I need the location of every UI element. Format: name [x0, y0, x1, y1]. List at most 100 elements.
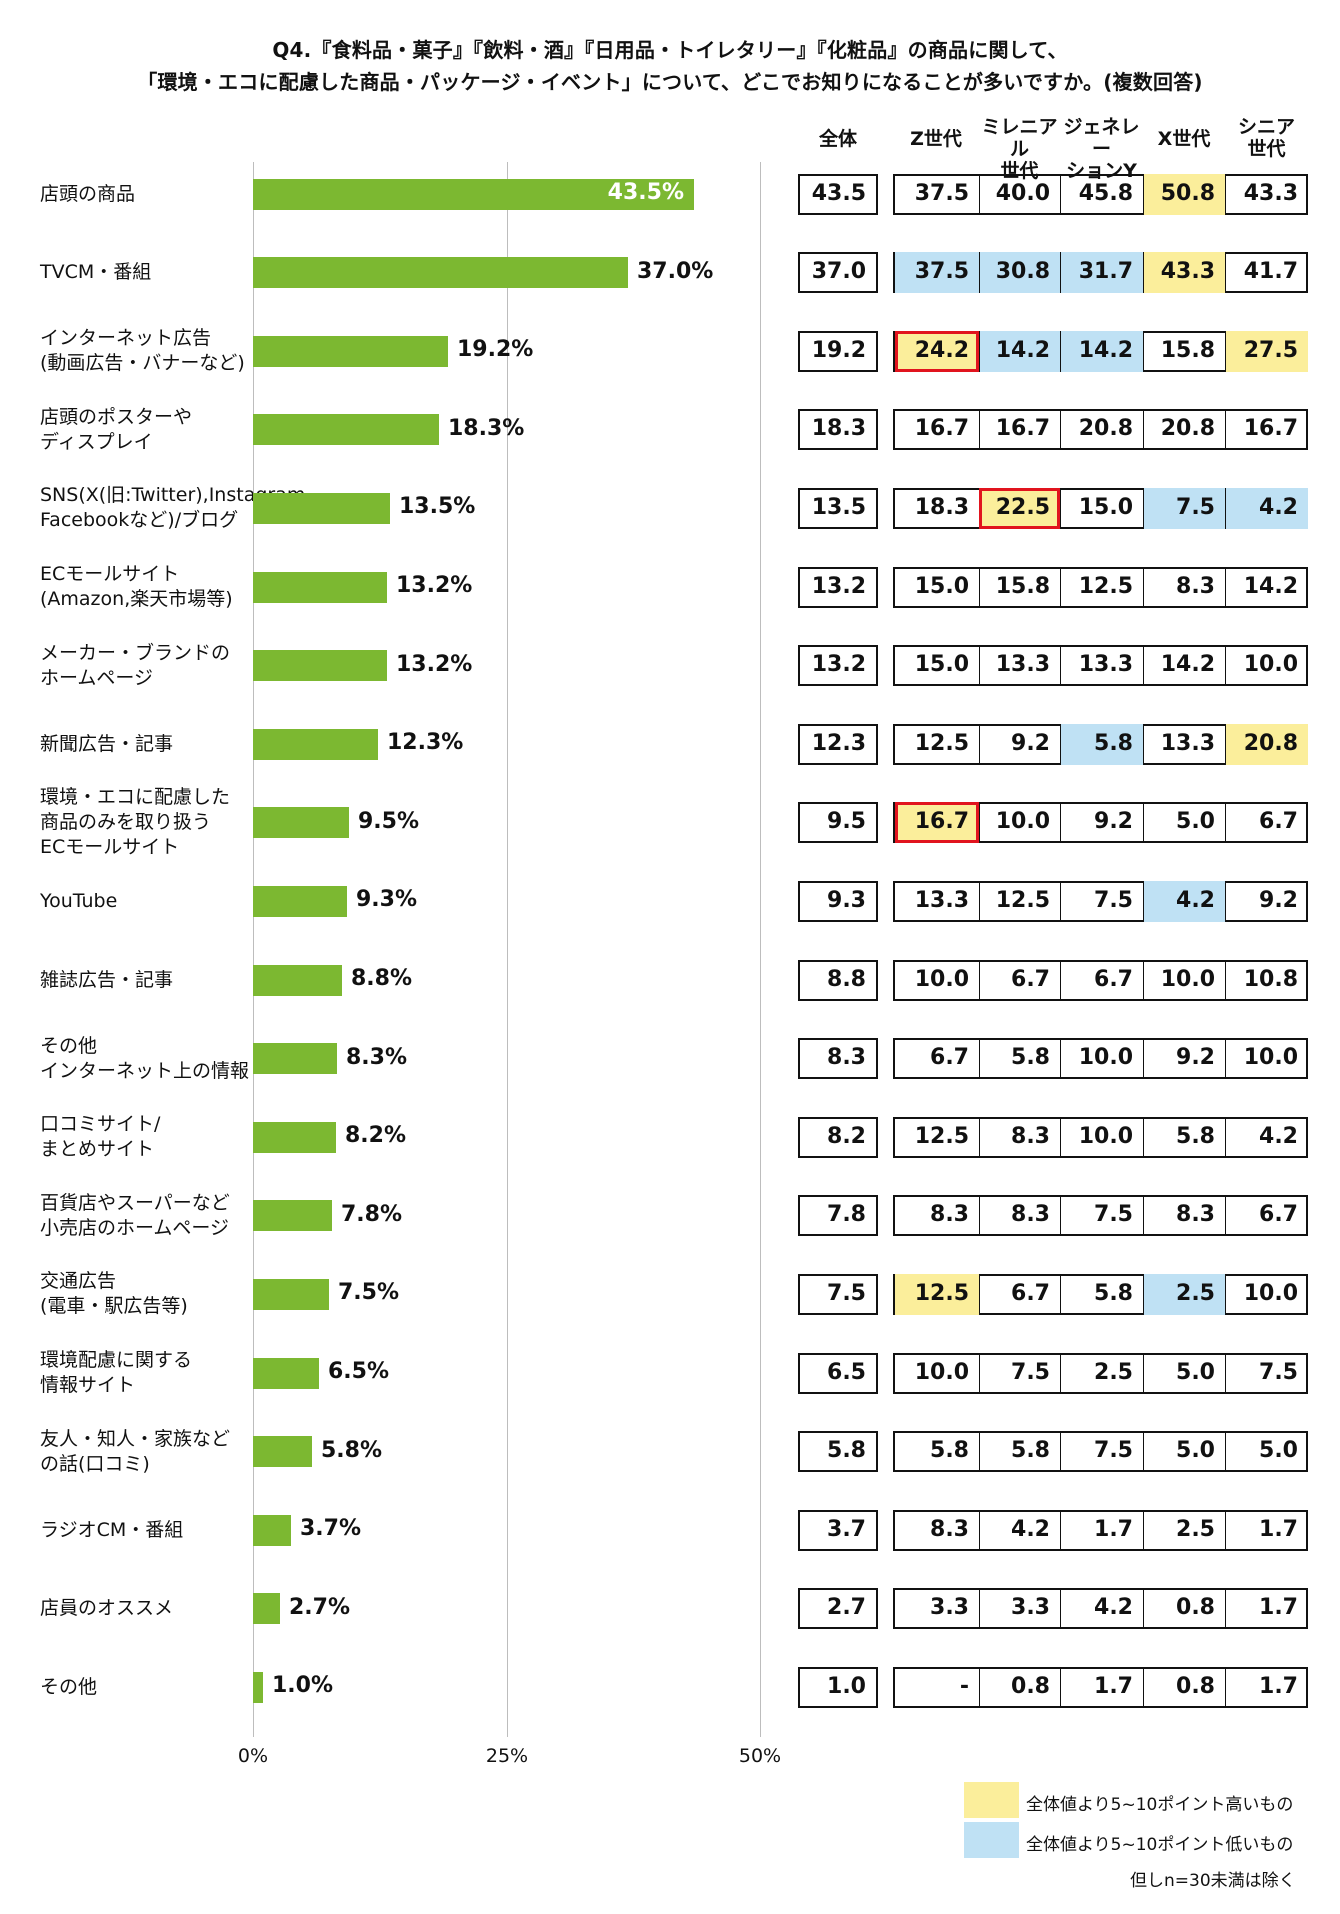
generation-cell: 1.7 — [1225, 1667, 1308, 1708]
generation-cell: 24.2 — [895, 331, 979, 372]
generation-cell: 3.3 — [930, 1595, 969, 1620]
generation-cell: 40.0 — [979, 174, 1060, 215]
bar-value-label: 6.5% — [328, 1359, 390, 1384]
generation-cell: 18.3 — [914, 495, 969, 520]
category-label: メーカー・ブランドの ホームページ — [40, 642, 231, 689]
total-cell-box: 19.2 — [798, 331, 878, 372]
generation-row: 6.7 5.8 10.0 9.2 10.0 — [893, 1038, 1308, 1079]
bar-value-label: 1.0% — [272, 1673, 334, 1698]
bar — [253, 1358, 319, 1389]
generation-cell: 10.0 — [1225, 1038, 1308, 1079]
total-cell-box: 18.3 — [798, 409, 878, 450]
generation-cell: 12.5 — [979, 881, 1060, 922]
bar — [253, 1122, 336, 1153]
generation-cell: 16.7 — [914, 416, 969, 441]
bar-value-label: 18.3% — [448, 416, 525, 441]
bar-value-label: 8.2% — [345, 1123, 407, 1148]
generation-row: 8.3 8.3 7.5 8.3 6.7 — [893, 1195, 1308, 1236]
generation-cell: 7.5 — [1060, 1431, 1143, 1472]
total-cell-box: 9.3 — [798, 881, 878, 922]
generation-cell: 31.7 — [1060, 252, 1143, 293]
bar — [253, 886, 347, 917]
x-tick-label: 25% — [485, 1745, 529, 1767]
generation-cell: 4.2 — [1225, 1117, 1308, 1158]
generation-cell: 13.3 — [1143, 724, 1225, 765]
legend-low-swatch — [964, 1822, 1019, 1858]
generation-row: 10.0 7.5 2.5 5.0 7.5 — [893, 1353, 1308, 1394]
generation-row: 13.3 12.5 7.5 4.2 9.2 — [893, 881, 1308, 922]
generation-cell: 7.5 — [1143, 488, 1225, 529]
total-cell-value: 13.2 — [811, 574, 866, 599]
generation-cell: 10.0 — [1060, 1117, 1143, 1158]
total-cell-value: 37.0 — [811, 259, 866, 284]
generation-cell: 4.2 — [1143, 881, 1225, 922]
total-cell-box: 5.8 — [798, 1431, 878, 1472]
column-header-generation: ジェネレー ションY — [1063, 116, 1140, 182]
generation-cell: 16.7 — [895, 802, 979, 843]
bar — [253, 1672, 263, 1703]
generation-cell: 5.8 — [1143, 1117, 1225, 1158]
bar — [253, 572, 387, 603]
bar-value-label: 13.2% — [396, 652, 473, 677]
total-cell-box: 9.5 — [798, 802, 878, 843]
generation-row: 12.5 9.2 5.8 13.3 20.8 — [893, 724, 1308, 765]
generation-cell: 5.0 — [1143, 1431, 1225, 1472]
bar-value-label: 8.3% — [346, 1045, 408, 1070]
generation-cell: 15.0 — [914, 574, 969, 599]
generation-cell: 12.5 — [914, 1124, 969, 1149]
column-header-generation: Z世代 — [910, 128, 962, 150]
bar-value-label: 2.7% — [289, 1595, 351, 1620]
generation-cell: 6.7 — [979, 1274, 1060, 1315]
category-label: 環境・エコに配慮した 商品のみを取り扱う ECモールサイト — [40, 786, 231, 858]
legend-high-label: 全体値より5~10ポイント高いもの — [1026, 1795, 1294, 1815]
generation-cell: 10.0 — [1225, 645, 1308, 686]
generation-cell: 1.7 — [1060, 1667, 1143, 1708]
generation-cell: 15.8 — [979, 567, 1060, 608]
generation-cell: 2.5 — [1143, 1510, 1225, 1551]
generation-cell: 8.3 — [979, 1117, 1060, 1158]
generation-cell: 9.2 — [1060, 802, 1143, 843]
generation-cell: 7.5 — [1060, 1195, 1143, 1236]
generation-row: 12.5 8.3 10.0 5.8 4.2 — [893, 1117, 1308, 1158]
column-header-generation: ミレニアル 世代 — [981, 116, 1058, 182]
bar — [253, 729, 378, 760]
total-cell-value: 8.3 — [827, 1045, 866, 1070]
generation-cell: 5.8 — [1060, 1274, 1143, 1315]
generation-cell: 50.8 — [1143, 174, 1225, 215]
generation-cell: 1.7 — [1225, 1510, 1308, 1551]
total-cell-value: 19.2 — [811, 338, 866, 363]
generation-cell: 6.7 — [1225, 1195, 1308, 1236]
generation-row: -0.8 1.7 0.8 1.7 — [893, 1667, 1308, 1708]
generation-row: 16.7 10.0 9.2 5.0 6.7 — [893, 802, 1308, 843]
total-cell-box: 3.7 — [798, 1510, 878, 1551]
total-cell-value: 13.5 — [811, 495, 866, 520]
total-cell-value: 18.3 — [811, 416, 866, 441]
generation-cell: 0.8 — [1143, 1588, 1225, 1629]
total-cell-value: 9.5 — [827, 809, 866, 834]
bar-value-label: 8.8% — [351, 966, 413, 991]
generation-cell: 37.5 — [895, 252, 979, 293]
bar-value-label: 19.2% — [457, 337, 534, 362]
category-label: 環境配慮に関する 情報サイト — [40, 1349, 193, 1396]
generation-cell: 7.5 — [1060, 881, 1143, 922]
generation-row: 15.0 13.3 13.3 14.2 10.0 — [893, 645, 1308, 686]
category-label: YouTube — [40, 890, 118, 912]
gridline-25 — [507, 162, 508, 1737]
generation-cell: 12.5 — [1060, 567, 1143, 608]
generation-cell: 1.7 — [1225, 1588, 1308, 1629]
bar — [253, 965, 342, 996]
generation-cell: 7.5 — [979, 1353, 1060, 1394]
generation-row: 12.5 6.7 5.8 2.5 10.0 — [893, 1274, 1308, 1315]
generation-row: 18.3 22.5 15.0 7.5 4.2 — [893, 488, 1308, 529]
bar-value-label: 7.8% — [341, 1202, 403, 1227]
total-cell-box: 8.3 — [798, 1038, 878, 1079]
generation-cell: 4.2 — [979, 1510, 1060, 1551]
total-cell-box: 13.5 — [798, 488, 878, 529]
bar-value-label: 13.5% — [399, 494, 476, 519]
bar — [253, 1279, 329, 1310]
generation-row: 10.0 6.7 6.7 10.0 10.8 — [893, 960, 1308, 1001]
category-label: 店員のオススメ — [40, 1597, 174, 1619]
total-cell-box: 8.2 — [798, 1117, 878, 1158]
chart-title-line2: 「環境・エコに配慮した商品・パッケージ・イベント」について、どこでお知りになるこ… — [137, 70, 1203, 94]
generation-cell: 6.7 — [1225, 802, 1308, 843]
